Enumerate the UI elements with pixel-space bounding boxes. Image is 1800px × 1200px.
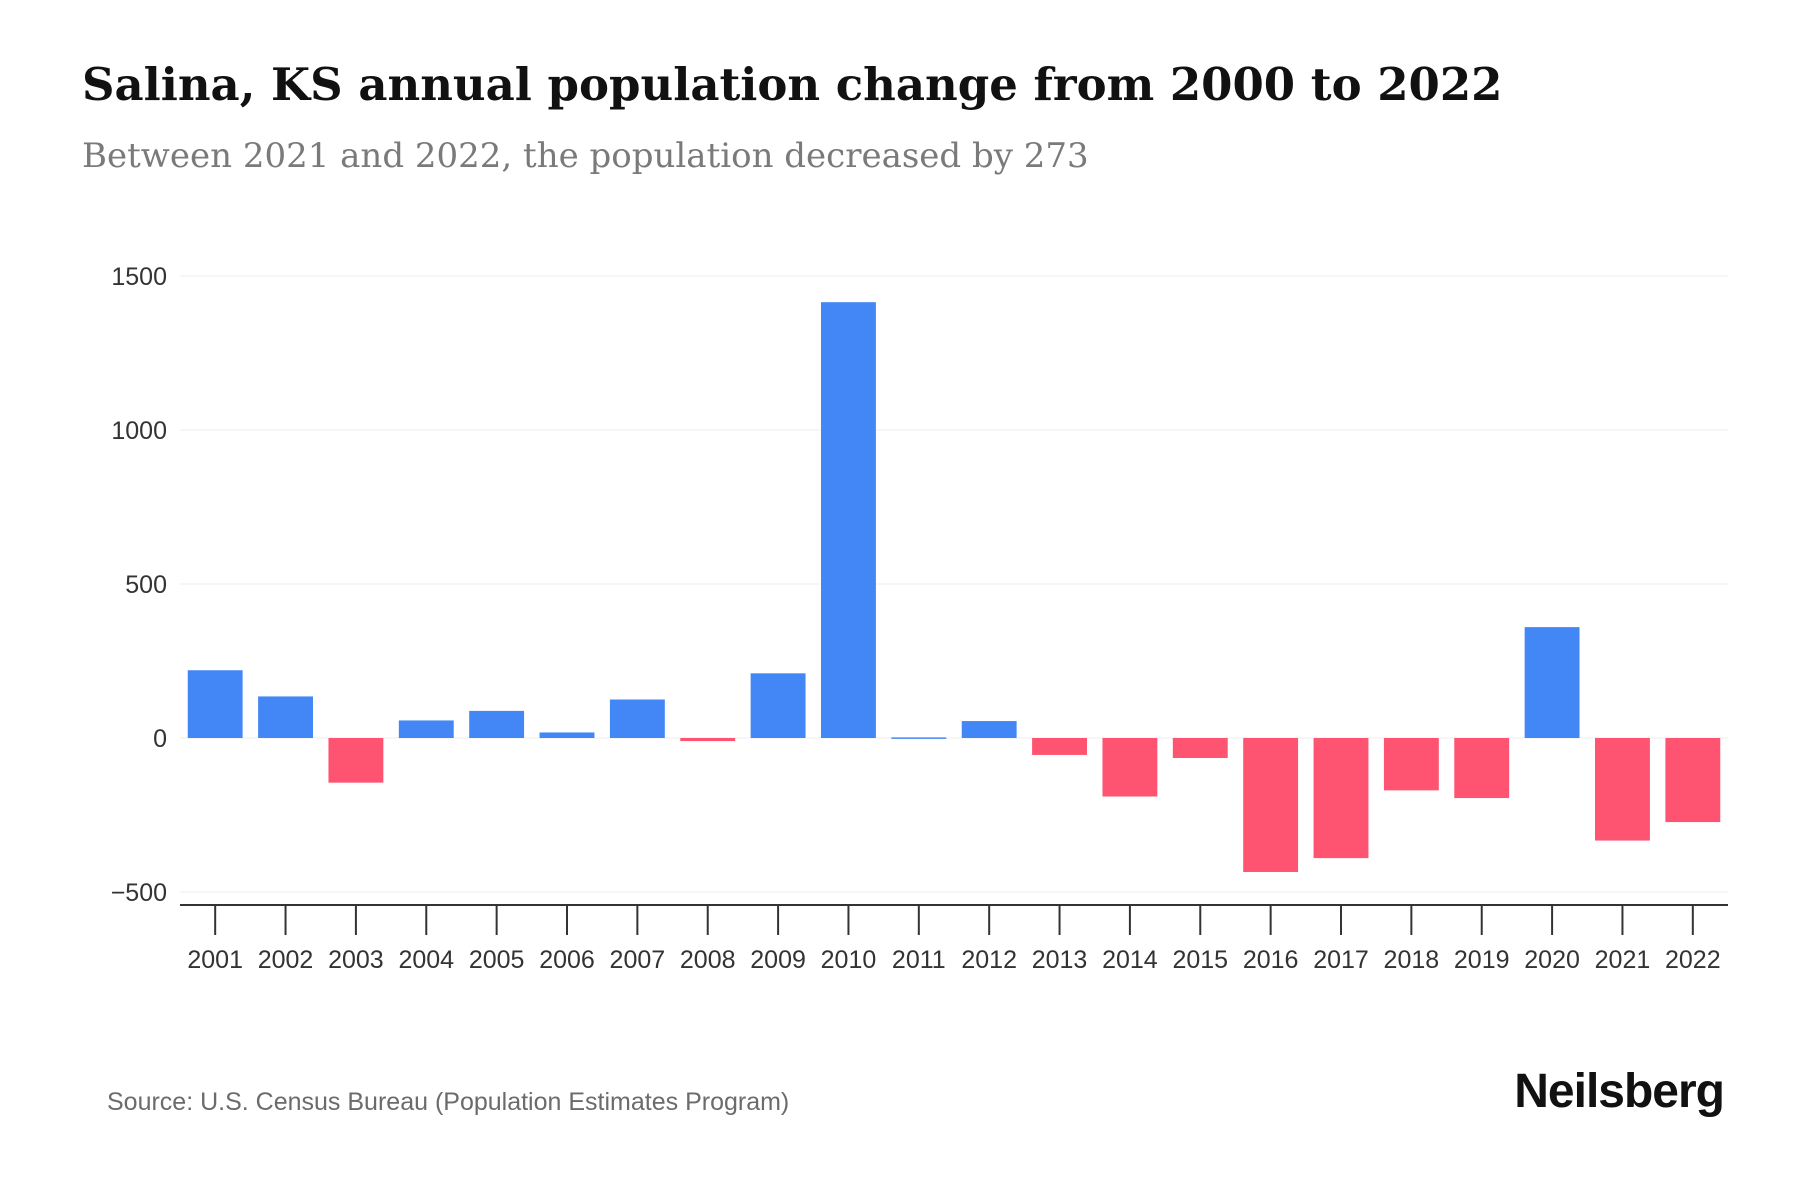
bar-2017: [1313, 738, 1369, 859]
x-tick-label: 2002: [258, 946, 314, 974]
x-tick-label: 2008: [680, 946, 736, 974]
bar-2010: [821, 302, 876, 738]
x-tick-label: 2004: [398, 946, 454, 974]
bar-2007: [609, 699, 665, 738]
bar-2013: [1032, 738, 1087, 755]
bar-2006: [539, 732, 595, 738]
x-tick-label: 2006: [539, 946, 595, 974]
brand-logo: Neilsberg: [1514, 1065, 1725, 1118]
x-tick-label: 2019: [1454, 946, 1510, 974]
y-tick-label: 1000: [111, 417, 167, 445]
bar-2014: [1102, 738, 1158, 797]
y-tick-label: 1500: [111, 263, 167, 291]
x-tick-label: 2001: [187, 946, 243, 974]
x-tick-label: 2003: [328, 946, 384, 974]
x-tick-label: 2018: [1384, 946, 1440, 974]
bar-2005: [469, 710, 525, 738]
x-tick-label: 2014: [1102, 946, 1158, 974]
x-axis: 2001 2002 2003 2004 2005 2006 2007 2008 2009 2010…: [180, 904, 1728, 974]
bar-2004: [398, 720, 454, 738]
bar-2009: [750, 673, 806, 738]
x-tick-label: 2020: [1524, 946, 1580, 974]
bar-2003: [328, 738, 384, 783]
y-tick-label: 0: [153, 725, 167, 753]
x-tick-label: 2005: [469, 946, 525, 974]
chart-subtitle: Between 2021 and 2022, the population de…: [82, 136, 1089, 176]
bar-2001: [187, 670, 243, 738]
x-tick-label: 2007: [610, 946, 666, 974]
chart-title: Salina, KS annual population change from…: [82, 58, 1503, 111]
bar-2019: [1454, 738, 1510, 799]
bar-2008: [680, 738, 736, 742]
x-tick-label: 2021: [1595, 946, 1651, 974]
bars: [187, 302, 1721, 872]
bar-2018: [1383, 738, 1439, 791]
bar-2016: [1243, 738, 1299, 872]
y-axis-ticks: 1500 1000 500 0 −500: [111, 263, 167, 907]
x-tick-label: 2017: [1313, 946, 1369, 974]
bar-2020: [1524, 627, 1580, 738]
x-tick-label: 2013: [1032, 946, 1088, 974]
bar-2015: [1172, 738, 1228, 759]
bar-2011: [891, 737, 947, 739]
bar-2022: [1665, 738, 1721, 823]
x-tick-label: 2015: [1172, 946, 1228, 974]
x-tick-label: 2012: [961, 946, 1017, 974]
bar-2002: [258, 696, 313, 738]
y-tick-label: 500: [125, 571, 167, 599]
y-tick-label: −500: [111, 879, 167, 907]
x-tick-label: 2016: [1243, 946, 1299, 974]
x-tick-label: 2022: [1665, 946, 1721, 974]
source-note: Source: U.S. Census Bureau (Population E…: [107, 1088, 790, 1116]
x-tick-label: 2011: [892, 946, 946, 974]
bar-2012: [961, 721, 1017, 738]
x-tick-label: 2009: [750, 946, 806, 974]
x-tick-label: 2010: [821, 946, 877, 974]
gridlines: [180, 275, 1728, 893]
bar-2021: [1595, 738, 1650, 841]
